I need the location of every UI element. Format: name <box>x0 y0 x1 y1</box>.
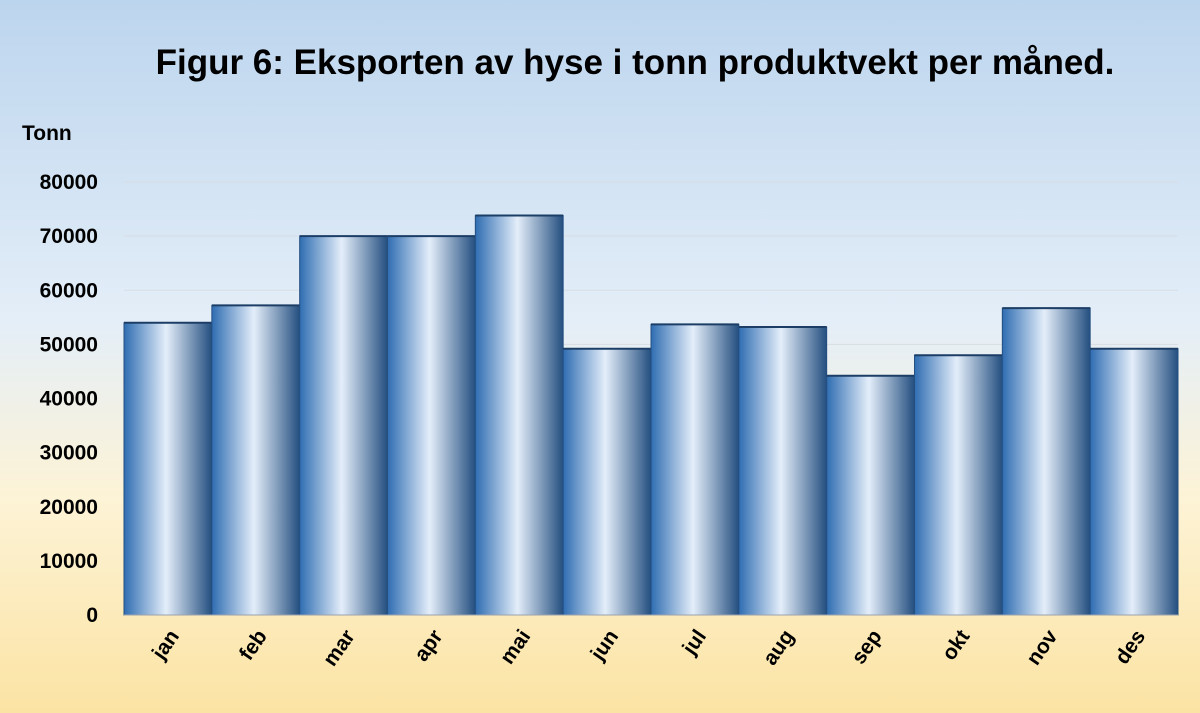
x-tick-label: jan <box>147 626 184 665</box>
y-tick-label: 20000 <box>40 496 98 519</box>
y-tick-label: 80000 <box>40 171 98 194</box>
bar-mar <box>299 235 388 616</box>
x-tick-label: aug <box>759 626 799 670</box>
y-tick-label: 70000 <box>40 225 98 248</box>
x-tick-label: jun <box>586 626 623 666</box>
y-tick-label: 10000 <box>40 550 98 573</box>
y-tick-label: 60000 <box>40 279 98 302</box>
x-tick-label: feb <box>235 626 272 665</box>
x-tick-label: jul <box>678 626 711 660</box>
x-axis-labels: jan feb mar apr mai jun jul aug sep okt nov des <box>147 625 1150 670</box>
bar-mai <box>474 215 564 616</box>
bar-feb <box>211 304 301 616</box>
y-axis-ticks: 0 10000 20000 30000 40000 50000 60000 70000 8000… <box>40 171 98 627</box>
bar-jan <box>123 322 213 616</box>
y-axis-unit: Tonn <box>22 122 72 145</box>
bars <box>123 214 1179 616</box>
x-tick-label: nov <box>1022 625 1062 669</box>
bar-sep <box>826 375 916 616</box>
bar-jul <box>650 323 740 616</box>
x-tick-label: mai <box>496 626 536 669</box>
chart-title: Figur 6: Eksporten av hyse i tonn produk… <box>156 43 1115 82</box>
bar-aug <box>738 326 828 616</box>
y-tick-label: 50000 <box>40 333 98 356</box>
y-tick-label: 30000 <box>40 442 98 465</box>
bar-nov <box>1001 307 1091 616</box>
bar-jun <box>562 348 652 616</box>
x-tick-label: mar <box>319 626 360 671</box>
x-tick-label: des <box>1111 626 1151 669</box>
x-tick-label: apr <box>410 626 448 666</box>
bar-apr <box>387 235 476 616</box>
bar-okt <box>914 354 1003 616</box>
bar-des <box>1089 348 1179 616</box>
y-tick-label: 0 <box>86 604 98 627</box>
x-tick-label: okt <box>938 626 975 665</box>
y-tick-label: 40000 <box>40 388 98 411</box>
x-tick-label: sep <box>847 626 887 669</box>
